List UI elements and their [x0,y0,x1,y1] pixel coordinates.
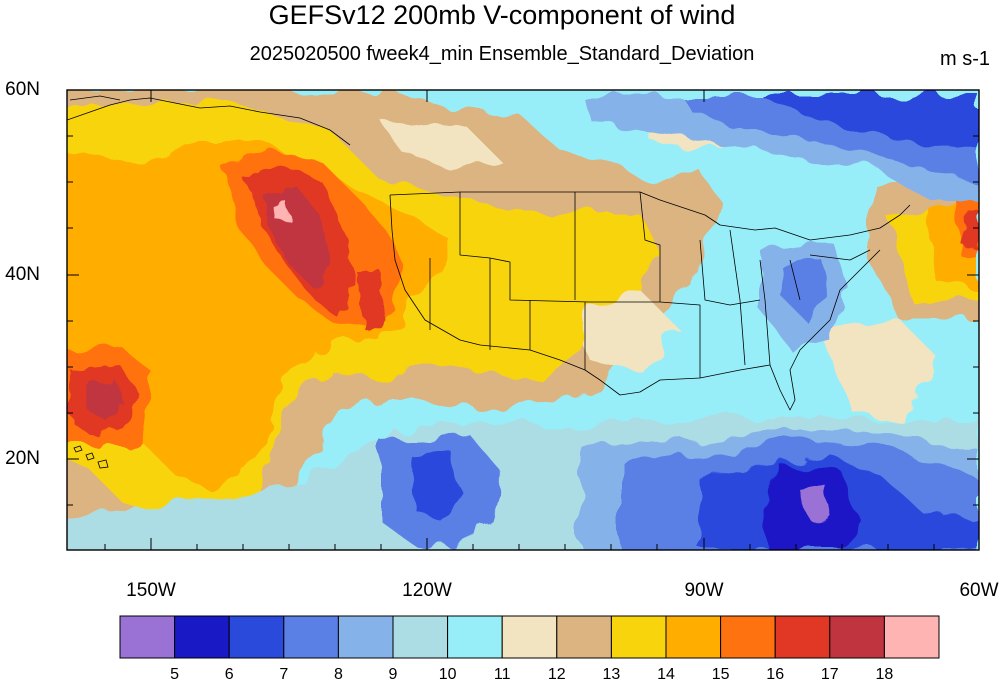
colorbar-level-label: 18 [875,666,894,683]
alaska-coastline [67,95,351,146]
colorbar-swatch [720,615,776,659]
hawaii-islands [73,445,109,469]
contour-map [66,89,980,551]
lat-label-60n: 60N [5,79,40,100]
colorbar-level-label: 16 [766,666,785,683]
map-subtitle: 2025020500 fweek4_min Ensemble_Standard_… [249,43,755,65]
colorbar-level-label: 7 [279,666,289,683]
map-title: GEFSv12 200mb V-component of wind [268,0,736,30]
colorbar-level-label: 14 [657,666,675,683]
colorbar-level-label: 12 [547,666,566,683]
state-boundaries [389,191,911,411]
colorbar-level-label: 5 [170,666,180,683]
colorbar-level-label: 15 [711,666,730,683]
lon-label-150w: 150W [126,580,176,601]
lon-label-60w: 60W [959,580,999,601]
lon-label-120w: 120W [402,580,452,601]
colorbar-level-label: 11 [493,666,511,683]
plot-frame [66,89,980,551]
lat-ticks [67,89,979,506]
colorbar-swatch [829,615,885,659]
colorbar-level-label: 10 [438,666,457,683]
colorbar-swatch [392,615,449,659]
colorbar-swatch [665,615,722,659]
lat-label-20n: 20N [5,448,40,469]
lat-label-40n: 40N [5,264,40,285]
colorbar-swatch [228,615,285,659]
contour-field [67,90,979,550]
colorbar-swatch [283,615,339,659]
colorbar-level-label: 6 [224,666,234,683]
colorbar-swatch [174,615,230,659]
colorbar-level-label: 8 [333,666,343,683]
units-label: m s-1 [940,48,990,70]
colorbar-swatch [610,615,667,659]
colorbar-swatch [447,615,503,659]
colorbar-level-label: 9 [388,666,398,683]
colorbar-swatch [337,615,394,659]
colorbar-swatch [501,615,558,659]
colorbar-swatch [119,615,176,659]
lon-label-90w: 90W [684,580,724,601]
colorbar-swatch [774,615,831,659]
colorbar-swatch [556,615,612,659]
lon-ticks [104,90,980,550]
colorbar-level-label: 17 [820,666,839,683]
colorbar-swatch [883,615,940,659]
colorbar-level-label: 13 [602,666,621,683]
